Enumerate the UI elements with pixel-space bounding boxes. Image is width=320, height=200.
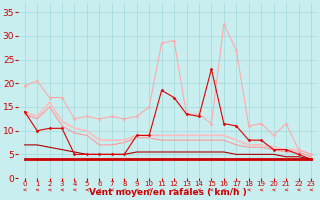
X-axis label: Vent moyen/en rafales ( km/h ): Vent moyen/en rafales ( km/h ) [89,188,247,197]
